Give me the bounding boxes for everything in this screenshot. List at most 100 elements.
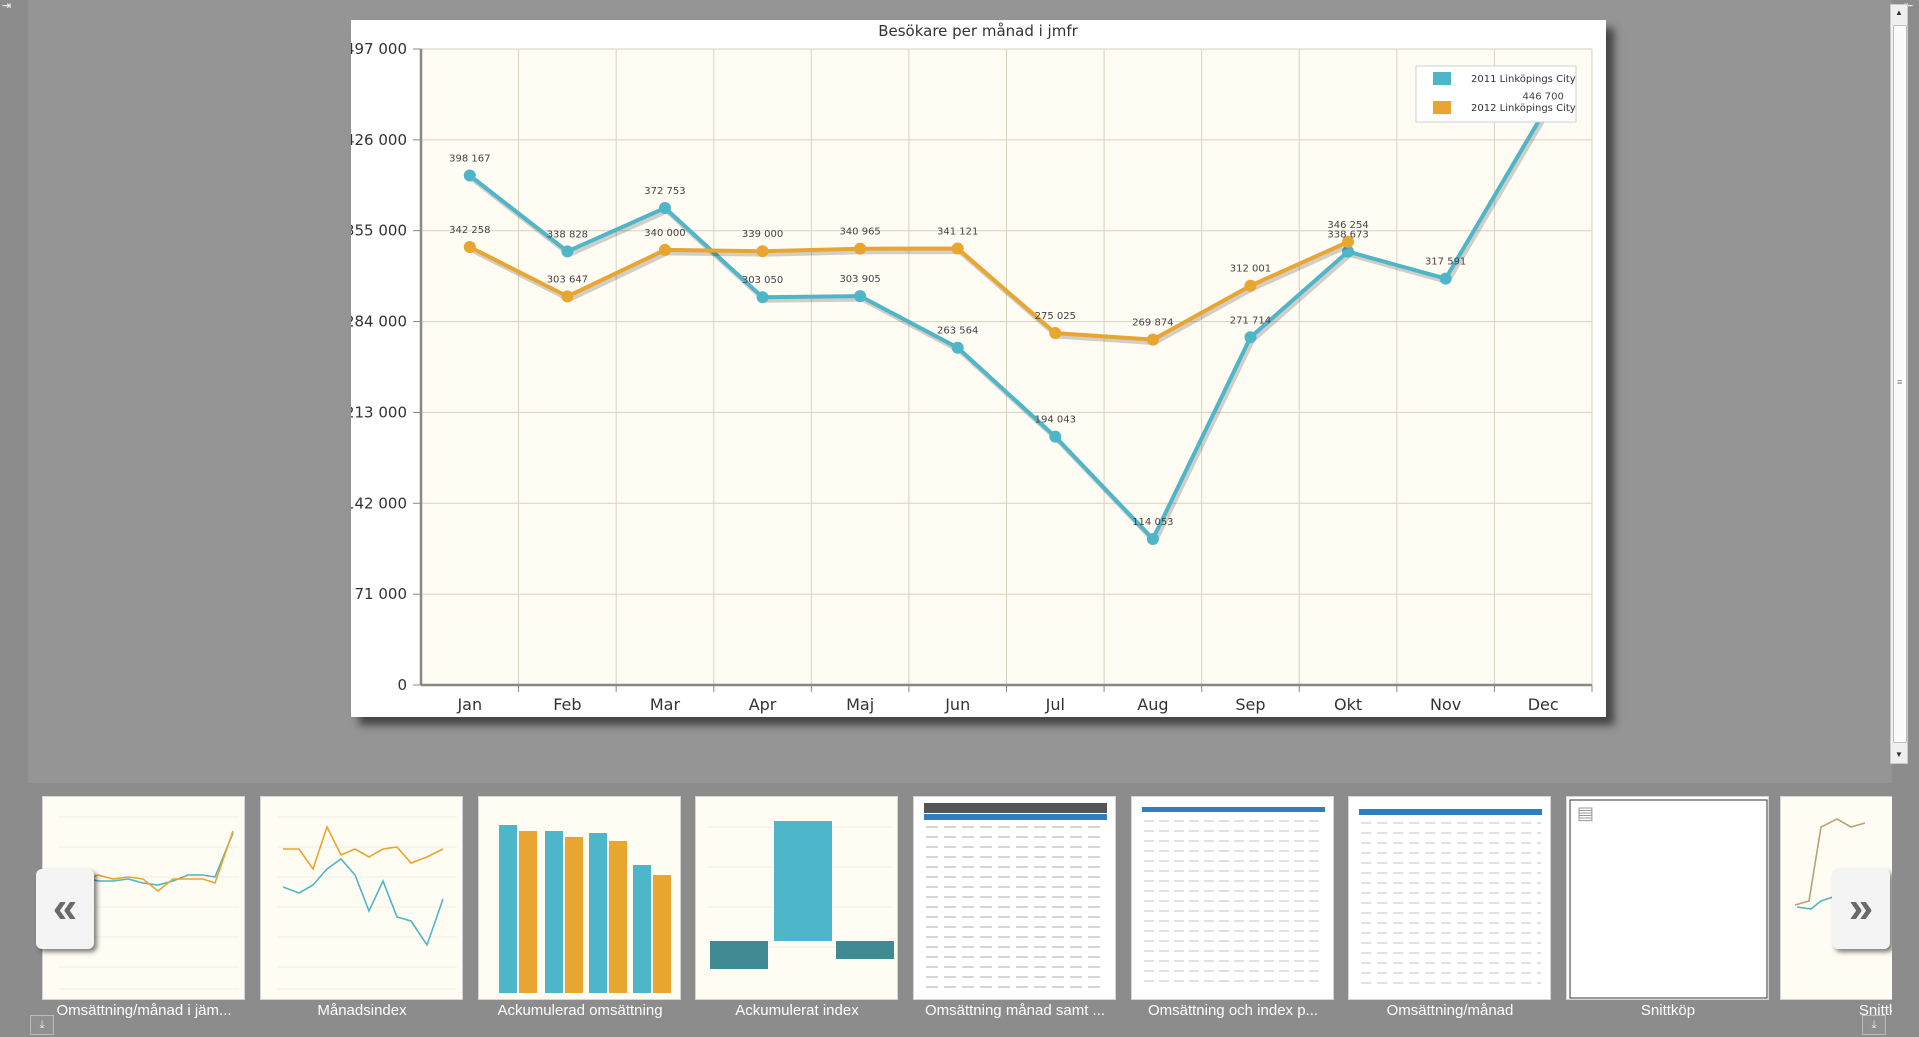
y-tick-label: 497 000 <box>351 40 407 58</box>
legend-swatch-2011 <box>1433 72 1451 85</box>
next-button[interactable]: » <box>1832 869 1890 949</box>
scroll-down-arrow-icon[interactable]: ▼ <box>1895 750 1903 759</box>
chart-title: Besökare per månad i jmfr <box>878 22 1078 40</box>
chart-card: Besökare per månad i jmfr 0 71 000 142 000… <box>351 20 1606 717</box>
data-label: 269 874 <box>1132 318 1173 329</box>
x-tick-label: Dec <box>1528 695 1559 714</box>
vertical-scrollbar[interactable]: ▲ ≡ ▼ <box>1890 4 1908 764</box>
line-chart: Besökare per månad i jmfr 0 71 000 142 000… <box>351 22 1593 714</box>
data-label: 339 000 <box>742 229 783 240</box>
thumbnail-label-4: Omsättning månad samt ... <box>924 1002 1106 1019</box>
data-label: 303 905 <box>839 274 880 285</box>
y-tick-label: 142 000 <box>351 494 407 512</box>
data-label: 317 591 <box>1425 257 1466 268</box>
data-label: 312 001 <box>1230 264 1271 275</box>
download-icon: ⤓ <box>39 1019 45 1031</box>
thumbnail-strip: ▤ Omsättning/månad i jäm... Månadsindex … <box>28 783 1892 1037</box>
data-point[interactable] <box>463 241 476 254</box>
thumbnail-7[interactable]: ▤ <box>1566 796 1769 1000</box>
unpin-icon[interactable]: ⇤ <box>1904 0 1914 12</box>
thumbnail-label-1: Månadsindex <box>317 1002 407 1019</box>
previous-button[interactable]: « <box>36 869 94 949</box>
double-chevron-left-icon: « <box>52 883 78 932</box>
x-tick-label: Okt <box>1334 695 1362 714</box>
data-label: 372 753 <box>644 186 685 197</box>
thumbnail-4[interactable] <box>913 796 1116 1000</box>
x-tick-label: Sep <box>1235 695 1265 714</box>
series-line-1 <box>468 240 1349 342</box>
thumbnail-label-6: Omsättning/månad <box>1386 1002 1514 1019</box>
thumbnail-3[interactable] <box>695 796 898 1000</box>
data-point[interactable] <box>854 290 867 303</box>
data-label: 338 673 <box>1327 230 1368 241</box>
thumbnail-5[interactable] <box>1131 796 1334 1000</box>
data-point[interactable] <box>1146 333 1159 346</box>
legend-label-2012: 2012 Linköpings City <box>1471 103 1576 114</box>
data-point[interactable] <box>1439 272 1452 285</box>
data-point[interactable] <box>854 242 867 255</box>
grip-icon: ≡ <box>1897 377 1903 387</box>
download-left-button[interactable]: ⤓ <box>30 1015 54 1035</box>
data-point[interactable] <box>463 169 476 182</box>
thumbnail-6[interactable] <box>1348 796 1551 1000</box>
data-point[interactable] <box>1244 331 1257 344</box>
y-tick-label: 355 000 <box>351 222 407 240</box>
x-tick-label: Mar <box>650 695 681 714</box>
data-point[interactable] <box>1049 327 1062 340</box>
thumbnail-label-8: Snittköp <box>1858 1002 1892 1019</box>
data-label: 341 121 <box>937 226 978 237</box>
data-label: 303 050 <box>742 275 783 286</box>
x-tick-label: Apr <box>749 695 777 714</box>
data-label: 446 700 <box>1523 91 1564 102</box>
data-label: 114 053 <box>1132 517 1173 528</box>
x-tick-label: Nov <box>1430 695 1461 714</box>
data-point[interactable] <box>1244 279 1257 292</box>
thumbnail-1[interactable] <box>260 796 463 1000</box>
legend: 2011 Linköpings City 2012 Linköpings Cit… <box>1415 65 1577 123</box>
data-label: 342 258 <box>449 225 490 236</box>
legend-swatch-2012 <box>1433 101 1451 114</box>
data-label: 340 965 <box>839 227 880 238</box>
thumbnail-label-5: Omsättning och index p... <box>1147 1002 1319 1019</box>
data-point[interactable] <box>951 341 964 354</box>
data-label: 194 043 <box>1035 415 1076 426</box>
data-point[interactable] <box>756 245 769 258</box>
download-right-button[interactable]: ⤓ <box>1862 1015 1886 1035</box>
data-point[interactable] <box>561 245 574 258</box>
thumbnail-label-0: Omsättning/månad i jäm... <box>56 1002 232 1019</box>
data-label: 340 000 <box>644 228 685 239</box>
y-tick-label: 71 000 <box>355 585 408 603</box>
y-tick-label: 213 000 <box>351 403 407 421</box>
data-point[interactable] <box>1146 533 1159 546</box>
data-point[interactable] <box>951 242 964 255</box>
pin-icon[interactable]: ⇥ <box>2 0 12 12</box>
data-point[interactable] <box>1342 235 1355 248</box>
double-chevron-right-icon: » <box>1848 883 1874 932</box>
thumbnail-label-3: Ackumulerat index <box>735 1002 859 1019</box>
data-label: 263 564 <box>937 326 978 337</box>
data-label: 275 025 <box>1035 311 1076 322</box>
data-point[interactable] <box>1049 430 1062 443</box>
scrollbar-thumb[interactable]: ≡ <box>1893 25 1907 743</box>
thumbnail-2[interactable] <box>478 796 681 1000</box>
series-line-shadow <box>470 242 1352 346</box>
thumbnail-label-7: Snittköp <box>1640 1002 1696 1019</box>
data-point[interactable] <box>658 243 671 256</box>
scroll-up-arrow-icon[interactable]: ▲ <box>1895 8 1903 17</box>
x-tick-label: Jul <box>1045 695 1065 714</box>
y-tick-label: 284 000 <box>351 313 407 331</box>
data-point[interactable] <box>658 201 671 214</box>
data-label: 398 167 <box>449 153 490 164</box>
x-tick-label: Jan <box>456 695 482 714</box>
data-label: 271 714 <box>1230 315 1271 326</box>
document-icon: ▤ <box>1577 803 1595 823</box>
download-icon: ⤓ <box>1871 1019 1877 1031</box>
data-point[interactable] <box>756 291 769 304</box>
data-label: 346 254 <box>1327 220 1368 231</box>
x-tick-label: Aug <box>1137 695 1168 714</box>
x-tick-label: Feb <box>553 695 581 714</box>
data-label: 338 828 <box>547 229 588 240</box>
data-point[interactable] <box>1342 245 1355 258</box>
y-tick-label: 0 <box>397 676 407 694</box>
data-point[interactable] <box>561 290 574 303</box>
